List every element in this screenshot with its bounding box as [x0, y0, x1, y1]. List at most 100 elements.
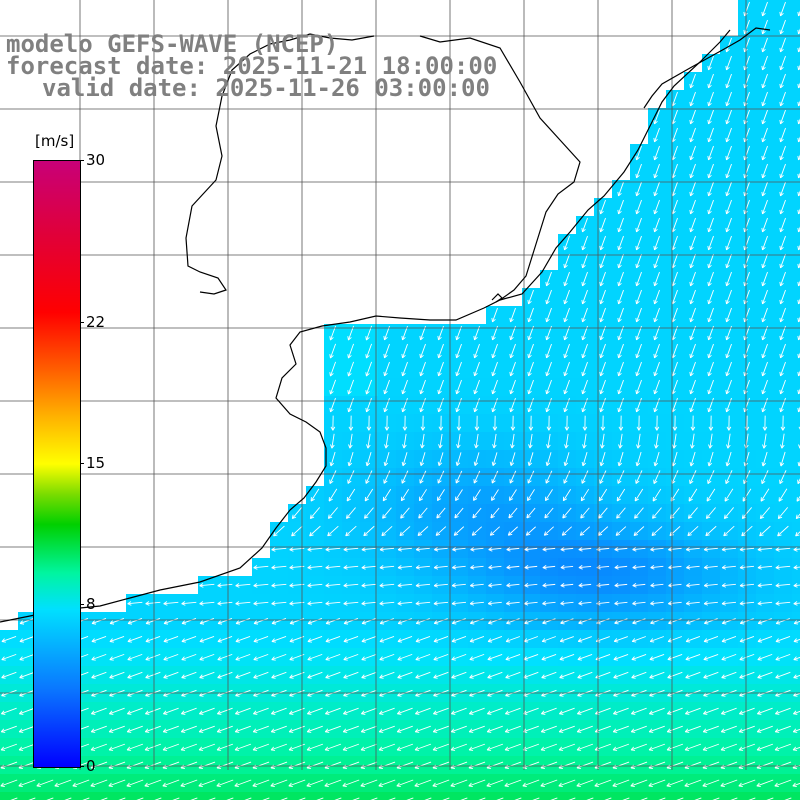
arrow-icon [689, 343, 696, 359]
arrow-icon [271, 653, 287, 661]
arrow-icon [450, 779, 468, 788]
arrow-icon [720, 761, 738, 769]
field-cell [792, 306, 800, 325]
arrow-icon [762, 415, 768, 431]
arrow-icon [779, 253, 786, 269]
arrow-icon [433, 707, 449, 715]
field-cell [144, 792, 163, 800]
arrow-icon [684, 761, 702, 769]
arrow-icon [687, 507, 698, 519]
arrow-icon [599, 343, 606, 359]
field-cell [792, 198, 800, 217]
field-cell [216, 792, 235, 800]
arrow-icon [509, 452, 516, 466]
arrow-icon [563, 253, 570, 269]
arrow-icon [325, 583, 341, 588]
arrow-icon [381, 525, 393, 537]
arrow-icon [396, 743, 414, 751]
arrow-icon [487, 601, 502, 606]
arrow-icon [618, 433, 623, 449]
arrow-icon [676, 797, 684, 800]
arrow-icon [632, 601, 646, 606]
arrow-icon [635, 235, 642, 251]
arrow-icon [469, 707, 485, 715]
arrow-icon [360, 725, 377, 733]
arrow-icon [271, 547, 287, 552]
arrow-icon [361, 671, 377, 679]
arrow-icon [327, 525, 339, 537]
arrow-icon [668, 583, 682, 588]
arrow-icon [757, 601, 773, 606]
arrow-icon [347, 470, 355, 484]
arrow-icon [599, 271, 606, 287]
field-cell [288, 792, 307, 800]
arrow-icon [190, 797, 198, 800]
arrow-icon [109, 671, 125, 679]
arrow-icon [473, 397, 480, 413]
arrow-icon [181, 671, 197, 679]
arrow-icon [581, 253, 588, 269]
arrow-icon [634, 488, 644, 502]
legend-colorbar [33, 160, 81, 768]
arrow-icon [635, 163, 642, 179]
arrow-icon [450, 743, 468, 751]
field-cell [360, 792, 379, 800]
arrow-icon [402, 415, 408, 431]
arrow-icon [725, 379, 732, 395]
arrow-icon [271, 671, 287, 679]
arrow-icon [415, 583, 431, 588]
legend-tick-label: 22 [86, 312, 106, 331]
arrow-icon [614, 618, 628, 625]
arrow-icon [455, 470, 463, 484]
arrow-icon [653, 217, 660, 233]
arrow-icon [586, 797, 594, 800]
arrow-icon [707, 271, 714, 287]
arrow-icon [348, 433, 353, 449]
arrow-icon [546, 433, 551, 449]
arrow-icon [144, 761, 162, 769]
arrow-icon [635, 361, 642, 377]
field-cell [702, 792, 721, 800]
arrow-icon [721, 618, 736, 625]
arrow-icon [635, 199, 642, 215]
arrow-icon [793, 638, 800, 643]
arrow-icon [199, 653, 215, 661]
arrow-icon [759, 507, 771, 520]
arrow-icon [631, 707, 647, 715]
arrow-icon [468, 743, 486, 751]
field-cell [792, 90, 800, 109]
arrow-icon [379, 653, 395, 661]
arrow-icon [347, 451, 354, 467]
arrow-icon [199, 707, 215, 715]
arrow-icon [613, 707, 629, 715]
arrow-icon [775, 547, 791, 552]
arrow-icon [612, 779, 630, 788]
arrow-icon [653, 109, 660, 125]
arrow-icon [360, 761, 378, 769]
arrow-icon [792, 746, 800, 751]
arrow-icon [406, 797, 414, 800]
arrow-icon [100, 797, 108, 800]
arrow-icon [234, 743, 252, 751]
arrow-icon [564, 415, 570, 431]
arrow-icon [514, 797, 522, 800]
arrow-icon [614, 547, 628, 552]
arrow-icon [702, 761, 720, 769]
arrow-icon [360, 779, 378, 788]
arrow-icon [382, 488, 392, 502]
arrow-icon [396, 779, 414, 788]
arrow-icon [779, 109, 786, 125]
field-cell [594, 792, 613, 800]
arrow-icon [347, 343, 355, 359]
arrow-icon [379, 707, 395, 715]
arrow-icon [145, 635, 161, 643]
arrow-icon [346, 488, 356, 502]
arrow-icon [598, 488, 608, 502]
arrow-icon [725, 109, 732, 125]
arrow-icon [596, 546, 610, 552]
arrow-icon [397, 565, 413, 570]
arrow-icon [617, 289, 624, 305]
arrow-icon [419, 379, 426, 395]
arrow-icon [756, 779, 774, 788]
arrow-icon [688, 488, 698, 502]
